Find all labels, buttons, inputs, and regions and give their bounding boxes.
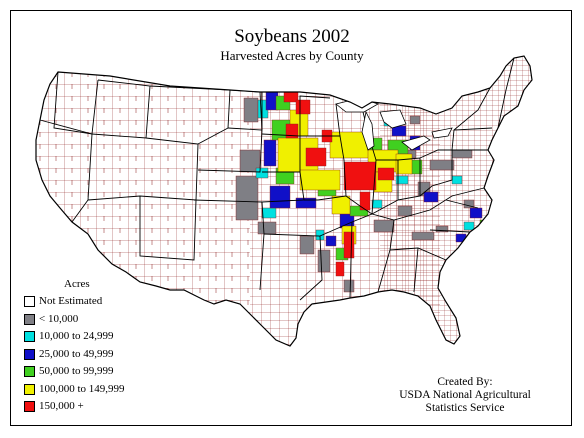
map-title: Soybeans 2002 bbox=[234, 26, 350, 47]
map-subtitle: Harvested Acres by County bbox=[220, 48, 364, 63]
legend-swatch bbox=[24, 401, 35, 413]
credit-line: Created By: bbox=[437, 376, 493, 388]
legend-label: Not Estimated bbox=[39, 295, 103, 308]
legend-swatch bbox=[24, 383, 35, 395]
credit-line: USDA National Agricultural bbox=[399, 389, 531, 401]
legend-title: Acres bbox=[64, 278, 90, 290]
us-outline bbox=[35, 55, 533, 347]
legend-swatch bbox=[24, 296, 35, 308]
credit-line: Statistics Service bbox=[425, 402, 505, 414]
legend-label: < 10,000 bbox=[39, 312, 79, 325]
legend-item: 150,000 + bbox=[24, 398, 204, 416]
legend-item: 25,000 to 49,999 bbox=[24, 346, 204, 364]
legend-label: 100,000 to 149,999 bbox=[39, 382, 125, 395]
credit: Created By: USDA National Agricultural S… bbox=[380, 376, 550, 415]
legend-swatch bbox=[24, 348, 35, 360]
legend-item: < 10,000 bbox=[24, 311, 204, 329]
great-lakes bbox=[335, 97, 453, 151]
legend-item: Not Estimated bbox=[24, 293, 204, 311]
legend-label: 150,000 + bbox=[39, 400, 84, 413]
legend-swatch bbox=[24, 366, 35, 378]
legend-label: 25,000 to 49,999 bbox=[39, 347, 114, 360]
legend-item: 50,000 to 99,999 bbox=[24, 363, 204, 381]
legend-label: 10,000 to 24,999 bbox=[39, 330, 114, 343]
legend-item: 100,000 to 149,999 bbox=[24, 381, 204, 399]
acreage-25k-50k-region bbox=[263, 89, 483, 247]
legend-swatch bbox=[24, 313, 35, 325]
legend-label: 50,000 to 99,999 bbox=[39, 365, 114, 378]
legend-swatch bbox=[24, 331, 35, 343]
legend-item: 10,000 to 24,999 bbox=[24, 328, 204, 346]
legend: Acres Not Estimated < 10,000 10,000 to 2… bbox=[24, 278, 204, 416]
